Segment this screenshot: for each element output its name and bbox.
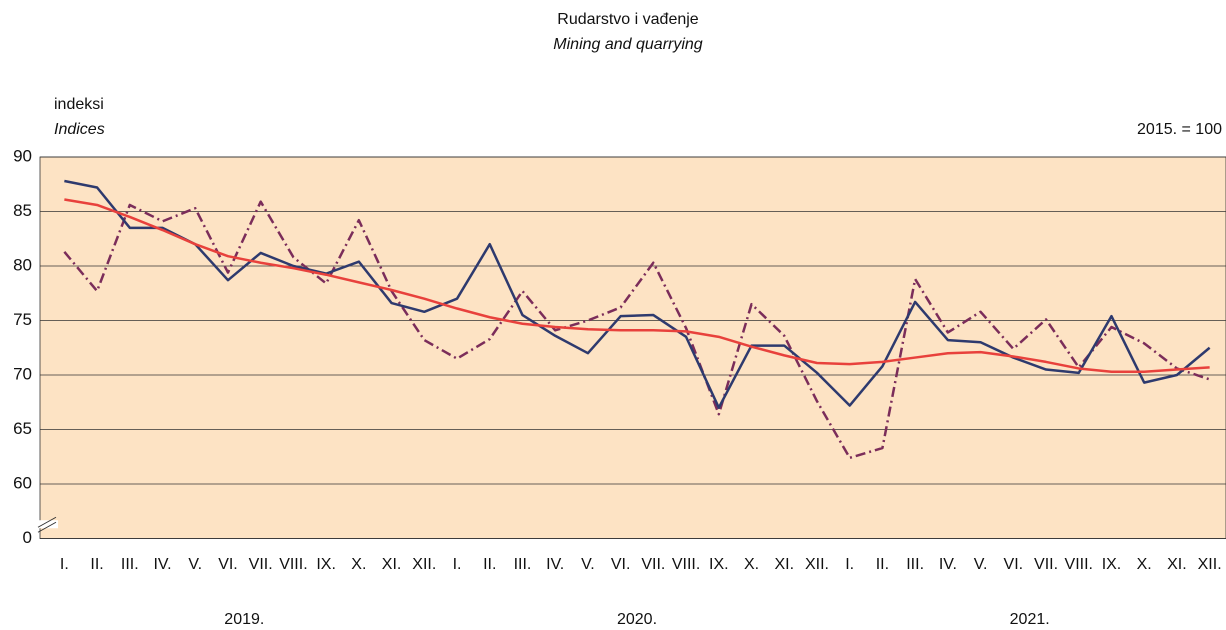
x-group-label: 2021. <box>1010 611 1050 628</box>
series-line <box>64 198 1210 373</box>
y-tick-label: 0 <box>23 528 32 547</box>
y-tick-label: 80 <box>13 255 32 274</box>
x-tick-label: II. <box>90 556 103 573</box>
x-tick-label: I. <box>453 556 462 573</box>
x-tick-label: V. <box>974 556 988 573</box>
x-tick-label: VI. <box>218 556 238 573</box>
x-tick-label: II. <box>876 556 889 573</box>
axis-break <box>37 516 57 528</box>
y-tick-label: 85 <box>13 201 32 220</box>
x-tick-label: IX. <box>316 556 336 573</box>
x-tick-label: VIII. <box>279 556 307 573</box>
x-tick-label: IV. <box>939 556 957 573</box>
x-tick-label: X. <box>744 556 759 573</box>
x-tick-label: XI. <box>774 556 794 573</box>
x-tick-label: VIII. <box>672 556 700 573</box>
x-tick-label: V. <box>581 556 595 573</box>
axis-break-gap <box>36 520 58 529</box>
x-tick-label: I. <box>60 556 69 573</box>
plot-area <box>39 156 1226 539</box>
x-tick-label: X. <box>351 556 366 573</box>
x-tick-label: III. <box>121 556 139 573</box>
x-tick-label: IX. <box>709 556 729 573</box>
x-group-label: 2020. <box>617 611 657 628</box>
x-tick-label: XI. <box>1167 556 1187 573</box>
x-tick-label: IV. <box>546 556 564 573</box>
chart-subtitle: Mining and quarrying <box>553 36 703 53</box>
x-tick-label: VII. <box>249 556 273 573</box>
x-tick-label: V. <box>188 556 202 573</box>
chart-title: Rudarstvo i vađenje <box>557 11 699 28</box>
x-tick-label: IV. <box>153 556 171 573</box>
x-group-label: 2019. <box>224 611 264 628</box>
y-tick-label: 75 <box>13 310 32 329</box>
x-tick-label: XII. <box>805 556 829 573</box>
y-axis-label-en: Indices <box>54 121 105 138</box>
x-tick-label: I. <box>845 556 854 573</box>
x-tick-label: VI. <box>1004 556 1024 573</box>
x-tick-label: III. <box>906 556 924 573</box>
x-tick-label: II. <box>483 556 496 573</box>
x-tick-label: X. <box>1137 556 1152 573</box>
x-tick-label: VII. <box>641 556 665 573</box>
x-tick-label: IX. <box>1102 556 1122 573</box>
series-line <box>64 179 1211 409</box>
y-tick-label: 60 <box>13 473 32 492</box>
x-tick-label: VI. <box>611 556 631 573</box>
axis-break <box>37 521 57 533</box>
series-line <box>63 200 1211 460</box>
y-tick-label: 65 <box>13 419 32 438</box>
x-tick-label: XI. <box>382 556 402 573</box>
y-axis-label: indeksi <box>54 96 104 113</box>
x-tick-label: III. <box>514 556 532 573</box>
y-tick-label: 70 <box>13 364 32 383</box>
x-tick-label: VII. <box>1034 556 1058 573</box>
x-tick-label: XII. <box>412 556 436 573</box>
x-tick-label: XII. <box>1198 556 1222 573</box>
x-tick-label: VIII. <box>1065 556 1093 573</box>
annotation: 2015. = 100 <box>1137 121 1222 138</box>
y-tick-label: 90 <box>13 146 32 165</box>
